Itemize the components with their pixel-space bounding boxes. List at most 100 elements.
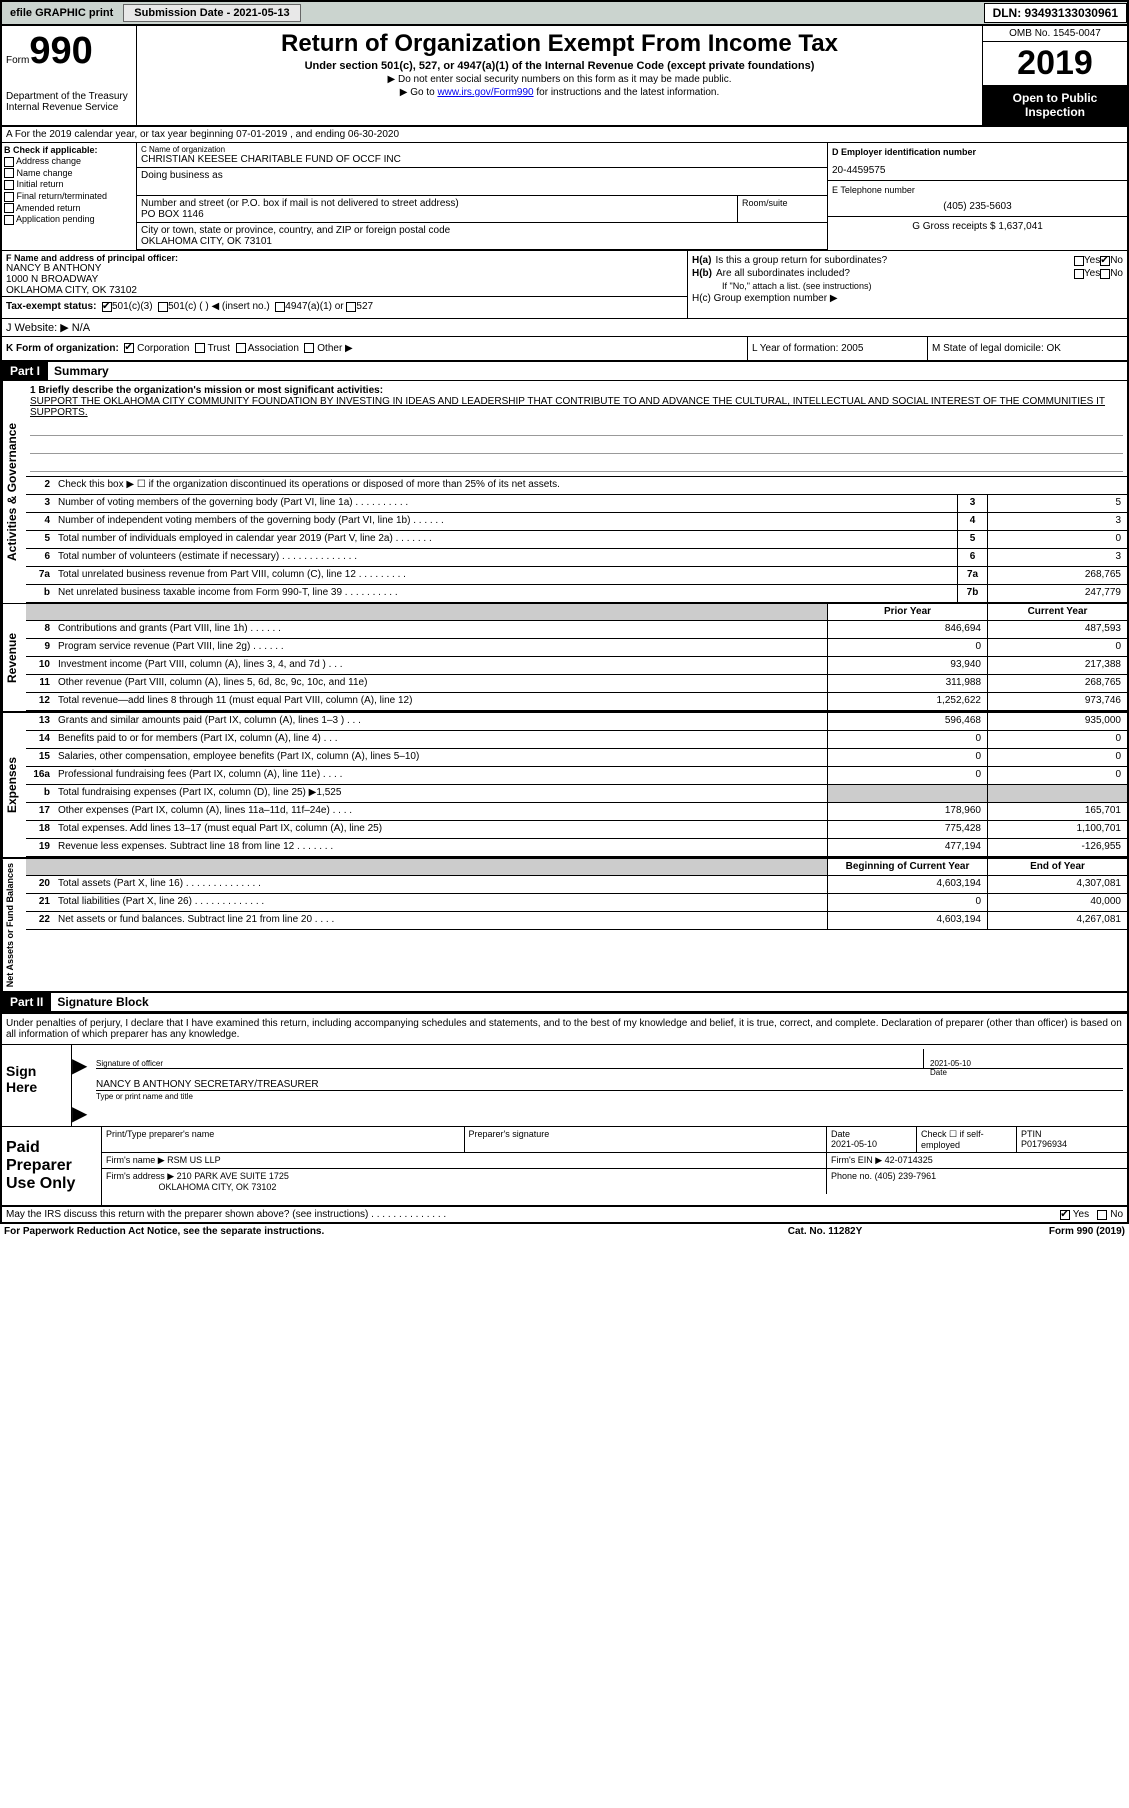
header-title-box: Return of Organization Exempt From Incom… <box>137 26 982 125</box>
opt-501c3: 501(c)(3) <box>112 301 153 312</box>
tax-year: 2019 <box>983 42 1127 85</box>
firm-ein-lbl: Firm's EIN ▶ <box>831 1155 882 1165</box>
firm-name-lbl: Firm's name ▶ <box>106 1155 165 1165</box>
sign-arrow-icon: ▶▶ <box>72 1045 92 1126</box>
form-body: Form990 Department of the Treasury Inter… <box>0 26 1129 1224</box>
f-caption: F Name and address of principal officer: <box>6 253 683 263</box>
q2-text: Check this box ▶ ☐ if the organization d… <box>54 477 1127 494</box>
gross-receipts: G Gross receipts $ 1,637,041 <box>828 217 1127 236</box>
cb-501c3[interactable] <box>102 302 112 312</box>
street-box: Number and street (or P.O. box if mail i… <box>137 196 737 223</box>
goto-pre: ▶ Go to <box>400 87 438 98</box>
officer-name: NANCY B ANTHONY <box>6 263 683 274</box>
form990-link[interactable]: www.irs.gov/Form990 <box>437 87 533 98</box>
cb-hb-yes[interactable] <box>1074 269 1084 279</box>
open-inspection: Open to Public Inspection <box>983 85 1127 125</box>
header-right: OMB No. 1545-0047 2019 Open to Public In… <box>982 26 1127 125</box>
cb-name-change[interactable]: Name change <box>4 168 134 179</box>
line-17: 17Other expenses (Part IX, column (A), l… <box>26 803 1127 821</box>
sig-intro: Under penalties of perjury, I declare th… <box>2 1014 1127 1044</box>
opt-4947: 4947(a)(1) or <box>285 301 343 312</box>
year-formation: L Year of formation: 2005 <box>747 337 927 360</box>
vtab-revenue: Revenue <box>2 604 26 711</box>
vtab-netassets: Net Assets or Fund Balances <box>2 859 26 991</box>
part2-badge: Part II <box>2 993 51 1011</box>
cat-no: Cat. No. 11282Y <box>725 1226 925 1237</box>
self-emp-hdr: Check ☐ if self-employed <box>917 1127 1017 1152</box>
street-caption: Number and street (or P.O. box if mail i… <box>141 198 733 209</box>
cb-corp[interactable] <box>124 343 134 353</box>
cb-4947[interactable] <box>275 302 285 312</box>
cb-application-pending[interactable]: Application pending <box>4 214 134 225</box>
line-13: 13Grants and similar amounts paid (Part … <box>26 713 1127 731</box>
mission-text: SUPPORT THE OKLAHOMA CITY COMMUNITY FOUN… <box>30 396 1123 418</box>
efile-label[interactable]: efile GRAPHIC print <box>2 5 121 21</box>
col-h: H(a)Is this a group return for subordina… <box>687 251 1127 318</box>
current-year-hdr: Current Year <box>987 604 1127 620</box>
firm-addr1: 210 PARK AVE SUITE 1725 <box>177 1171 289 1181</box>
cb-hb-no[interactable] <box>1100 269 1110 279</box>
line-9: 9Program service revenue (Part VIII, lin… <box>26 639 1127 657</box>
cb-assoc[interactable] <box>236 343 246 353</box>
discuss-question: May the IRS discuss this return with the… <box>6 1209 1060 1220</box>
firm-ein: 42-0714325 <box>885 1155 933 1165</box>
opt-trust: Trust <box>208 343 230 354</box>
vtab-expenses: Expenses <box>2 713 26 857</box>
form-footer: Form 990 (2019) <box>925 1226 1125 1237</box>
phone-caption: E Telephone number <box>832 185 1123 195</box>
submission-date-btn[interactable]: Submission Date - 2021-05-13 <box>123 4 300 22</box>
cb-final-return[interactable]: Final return/terminated <box>4 191 134 202</box>
form-title: Return of Organization Exempt From Incom… <box>141 30 978 58</box>
city-value: OKLAHOMA CITY, OK 73101 <box>141 236 823 247</box>
org-name-box: C Name of organization CHRISTIAN KEESEE … <box>137 143 827 168</box>
ptin-val: P01796934 <box>1021 1139 1067 1149</box>
k-form-org: K Form of organization: Corporation Trus… <box>2 337 747 360</box>
cb-discuss-yes[interactable] <box>1060 1210 1070 1220</box>
firm-addr-lbl: Firm's address ▶ <box>106 1171 174 1181</box>
cb-initial-return[interactable]: Initial return <box>4 179 134 190</box>
cb-amended-return[interactable]: Amended return <box>4 203 134 214</box>
ein-box: D Employer identification number 20-4459… <box>828 143 1127 181</box>
col-b-checkboxes: B Check if applicable: Address change Na… <box>2 143 137 250</box>
cb-address-change[interactable]: Address change <box>4 156 134 167</box>
part1-title: Summary <box>48 362 115 380</box>
phone-value: (405) 235-5603 <box>832 201 1123 212</box>
line-7a: 7aTotal unrelated business revenue from … <box>26 567 1127 585</box>
cb-ha-no[interactable] <box>1100 256 1110 266</box>
type-name-caption: Type or print name and title <box>96 1090 1123 1101</box>
principal-officer: F Name and address of principal officer:… <box>2 251 687 318</box>
k-label: K Form of organization: <box>6 343 119 354</box>
officer-typed: NANCY B ANTHONY SECRETARY/TREASURER <box>96 1079 1123 1090</box>
opt-527: 527 <box>356 301 373 312</box>
goto-post: for instructions and the latest informat… <box>534 87 720 98</box>
cb-discuss-no[interactable] <box>1097 1210 1107 1220</box>
hb-note: If "No," attach a list. (see instruction… <box>692 281 1123 291</box>
suite-caption: Room/suite <box>737 196 827 223</box>
vtab-activities: Activities & Governance <box>2 381 26 603</box>
opt-assoc: Association <box>248 343 299 354</box>
cb-ha-yes[interactable] <box>1074 256 1084 266</box>
line-14: 14Benefits paid to or for members (Part … <box>26 731 1127 749</box>
website-row: J Website: ▶ N/A <box>2 318 1127 336</box>
dba-box: Doing business as <box>137 168 827 196</box>
officer-addr1: 1000 N BROADWAY <box>6 274 683 285</box>
cb-other[interactable] <box>304 343 314 353</box>
mission-block: 1 Briefly describe the organization's mi… <box>26 381 1127 477</box>
ein-caption: D Employer identification number <box>832 147 1123 157</box>
line-11: 11Other revenue (Part VIII, column (A), … <box>26 675 1127 693</box>
cb-501c[interactable] <box>158 302 168 312</box>
line-10: 10Investment income (Part VIII, column (… <box>26 657 1127 675</box>
line-b: bTotal fundraising expenses (Part IX, co… <box>26 785 1127 803</box>
begin-year-hdr: Beginning of Current Year <box>827 859 987 875</box>
prior-year-hdr: Prior Year <box>827 604 987 620</box>
form-number: 990 <box>29 30 92 72</box>
cb-527[interactable] <box>346 302 356 312</box>
line-8: 8Contributions and grants (Part VIII, li… <box>26 621 1127 639</box>
header-line2: ▶ Go to www.irs.gov/Form990 for instruct… <box>141 87 978 98</box>
line-19: 19Revenue less expenses. Subtract line 1… <box>26 839 1127 857</box>
line-b: bNet unrelated business taxable income f… <box>26 585 1127 603</box>
ein-value: 20-4459575 <box>832 165 1123 176</box>
prep-date-val: 2021-05-10 <box>831 1139 877 1149</box>
cb-trust[interactable] <box>195 343 205 353</box>
line-20: 20Total assets (Part X, line 16) . . . .… <box>26 876 1127 894</box>
